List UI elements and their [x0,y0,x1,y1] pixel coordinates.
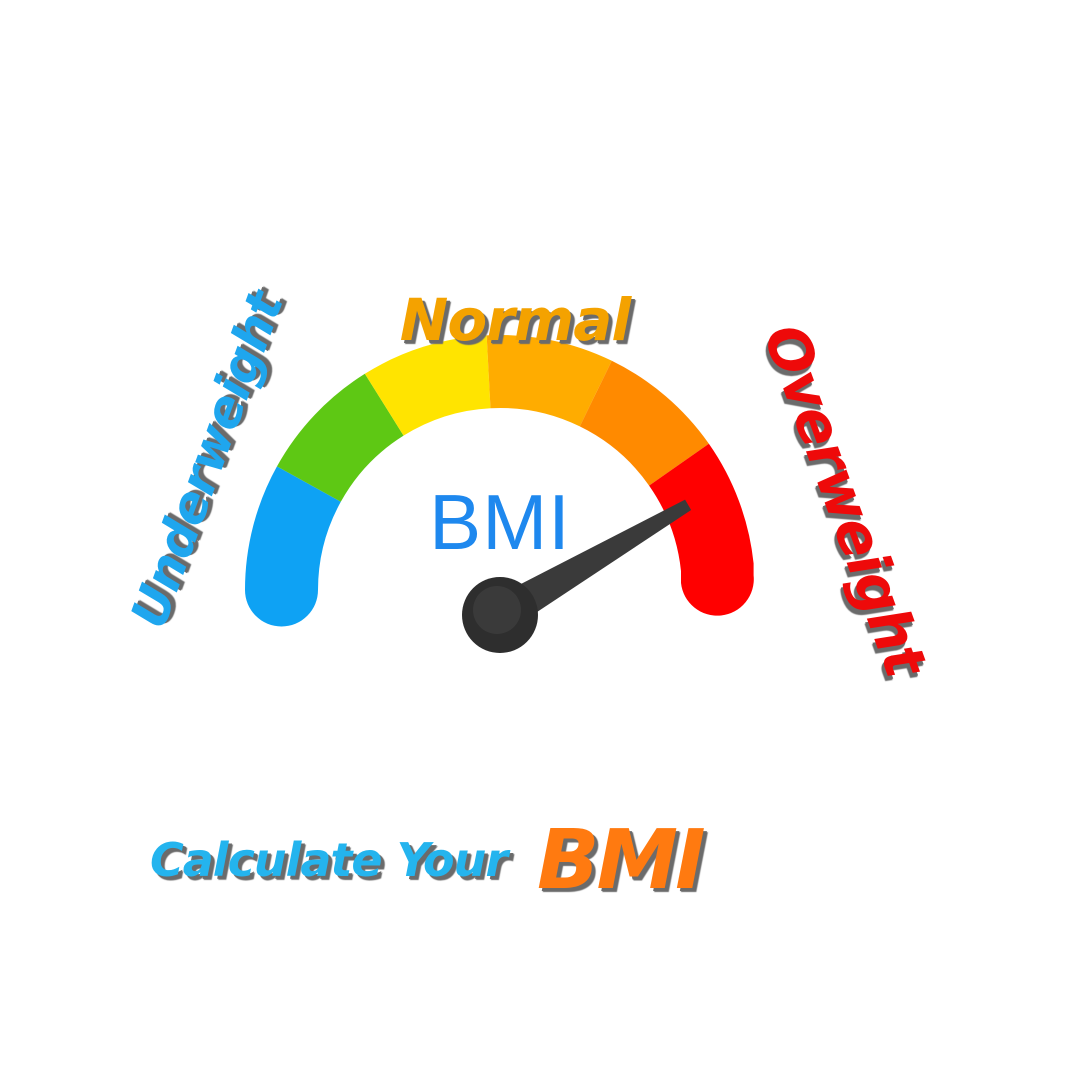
gauge-segments [245,335,754,627]
gauge-segment-3 [364,335,491,436]
gauge-center-label: BMI [429,478,571,566]
needle-pointer [490,499,692,631]
gauge-needle [462,499,692,653]
cta-highlight-bmi: BMI [537,812,706,908]
cta-text: Calculate Your [150,833,508,887]
gauge-segment-1 [245,466,341,627]
gauge-segment-4 [486,335,612,427]
calculate-your-bmi-heading: Calculate Your BMI [150,813,706,908]
gauge-segment-6 [649,443,754,616]
gauge-segment-2 [276,373,404,502]
needle-hub-highlight [473,586,521,634]
gauge-segment-5 [579,360,709,486]
normal-label: Normal [399,286,631,354]
